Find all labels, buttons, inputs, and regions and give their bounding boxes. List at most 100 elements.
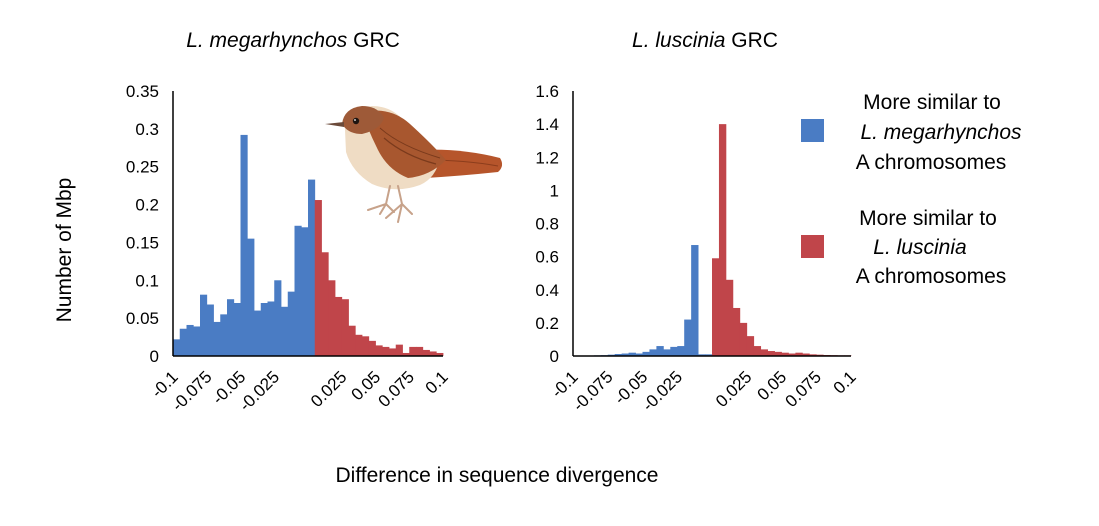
bar-red-6 [355,334,363,356]
bar-blue-0 [173,339,181,356]
bar-blue-12 [254,310,262,356]
y-tick-label: 0.05 [126,309,159,328]
y-tick-label: 1 [550,181,559,200]
bar-red-15 [416,346,424,356]
y-tick-label: 0.2 [135,196,159,215]
y-tick-label: 0.6 [535,248,559,267]
x-axis-label: Difference in sequence divergence [336,464,659,487]
legend-entry-blue-line3: A chromosomes [856,151,1007,174]
bar-blue-18 [294,225,302,356]
bar-red-8 [368,340,376,356]
bar-blue-14 [267,301,275,356]
bar-red-7 [362,336,370,356]
bar-blue-5 [206,304,214,356]
bar-blue-10 [642,351,650,356]
bar-red-16 [422,349,430,356]
y-tick-label: 0.8 [535,215,559,234]
x-tick-label: -0.025 [639,367,687,415]
y-tick-label: 0 [150,347,159,366]
bar-blue-7 [621,353,629,356]
chart-megarhynchos-grc: L. megarhynchos GRC 00.050.10.150.20.250… [126,29,452,415]
bar-blue-19 [301,227,309,356]
bar-blue-9 [635,353,643,356]
bar-blue-19 [705,354,713,356]
bar-blue-1 [179,328,187,356]
bar-blue-4 [200,294,208,356]
bar-blue-14 [670,346,678,356]
y-tick-label: 0.2 [535,314,559,333]
bar-blue-20 [308,179,316,356]
y-tick-label: 0.15 [126,233,159,252]
x-tick-label: 0.075 [782,367,826,411]
bar-red-11 [389,348,397,356]
legend-entry-red-line1: More similar to [859,207,997,230]
bar-blue-11 [649,349,657,357]
bar-blue-7 [220,314,228,356]
bar-red-3 [732,307,741,356]
bar-red-3 [335,296,343,356]
bar-red-7 [760,349,768,357]
x-tick-label: -0.075 [569,367,617,415]
bar-red-4 [341,299,349,356]
bar-red-10 [781,352,789,356]
bar-red-0 [314,200,322,356]
y-tick-label: 1.2 [535,148,559,167]
y-tick-label: 0.3 [135,120,159,139]
bar-red-2 [328,280,336,356]
bar-blue-15 [677,346,685,356]
y-axis-label: Number of Mbp [53,178,76,323]
bar-red-4 [739,322,748,357]
nightingale-illustration [325,106,503,223]
bars [573,124,852,357]
legend: More similar to L. megarhynchos A chromo… [801,91,1022,288]
bird-eye [352,117,360,125]
bar-blue-13 [663,349,671,357]
bar-red-13 [402,352,410,356]
bar-blue-18 [698,354,706,356]
x-tick-label: 0.1 [830,367,860,397]
bar-red-9 [375,345,383,356]
bar-red-18 [436,352,444,356]
bar-red-12 [795,352,803,356]
y-axis-ticks: 0 0.2 0.4 0.6 0.8 1 1.2 1.4 1.6 [535,82,559,366]
chart-title: L. megarhynchos GRC [186,29,400,52]
bar-red-17 [429,351,437,356]
bar-red-6 [753,346,762,356]
x-tick-label: 0.1 [422,367,452,397]
bird-head [342,106,384,134]
chart-title-species: L. luscinia [632,29,725,52]
bar-blue-10 [240,134,248,356]
legend-swatch-red [801,235,824,258]
legend-entry-blue-line1: More similar to [863,91,1001,114]
bird-beak [325,122,344,127]
bar-blue-12 [656,346,664,356]
chart-title: L. luscinia GRC [632,29,778,52]
bar-red-13 [802,353,810,356]
bar-red-12 [395,344,403,356]
bar-red-5 [746,336,755,357]
bar-blue-6 [213,321,221,356]
bar-red-8 [767,351,775,356]
bar-blue-16 [281,306,289,356]
bar-red-1 [321,252,329,356]
bar-red-10 [382,346,390,356]
bar-blue-11 [247,238,255,356]
y-tick-label: 0.4 [535,281,559,300]
bar-blue-6 [614,354,623,356]
bar-red-14 [409,346,417,356]
bar-blue-8 [227,299,235,356]
bird-legs [367,185,413,223]
y-tick-label: 0.1 [135,271,159,290]
bar-blue-2 [186,324,194,356]
legend-entry-blue-line2: L. megarhynchos [860,121,1022,144]
bar-blue-13 [260,303,268,356]
x-tick-label: 0.025 [712,367,756,411]
bar-blue-16 [684,319,692,356]
y-axis-ticks: 0 0.05 0.1 0.15 0.2 0.25 0.3 0.35 [126,82,159,366]
y-tick-label: 0 [550,347,559,366]
bar-blue-17 [691,245,699,356]
y-tick-label: 1.6 [535,82,559,101]
